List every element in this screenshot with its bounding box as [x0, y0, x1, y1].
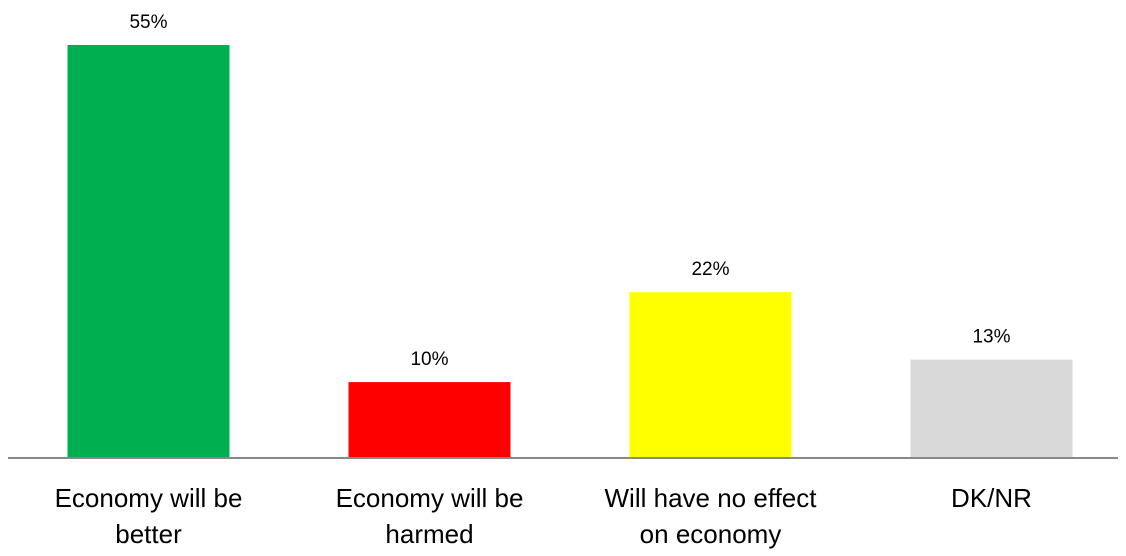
- bar-3: [629, 292, 792, 457]
- category-label-2: Economy will be harmed: [336, 483, 524, 549]
- data-label-4: 13%: [972, 327, 1010, 348]
- category-label-3: Will have no effect on economy: [605, 483, 818, 549]
- data-label-3: 22%: [691, 259, 729, 280]
- bars-layer: [67, 45, 1073, 457]
- category-labels-layer: Economy will be better Economy will be harm…: [55, 483, 1032, 549]
- category-label-1: Economy will be better: [55, 483, 243, 549]
- category-label-4: DK/NR: [951, 483, 1032, 513]
- value-labels-layer: 55% 10% 22% 13%: [129, 12, 1010, 370]
- data-label-2: 10%: [410, 349, 448, 370]
- data-label-1: 55%: [129, 12, 167, 33]
- bar-1: [67, 45, 230, 457]
- bar-4: [910, 359, 1073, 457]
- bar-2: [348, 382, 511, 457]
